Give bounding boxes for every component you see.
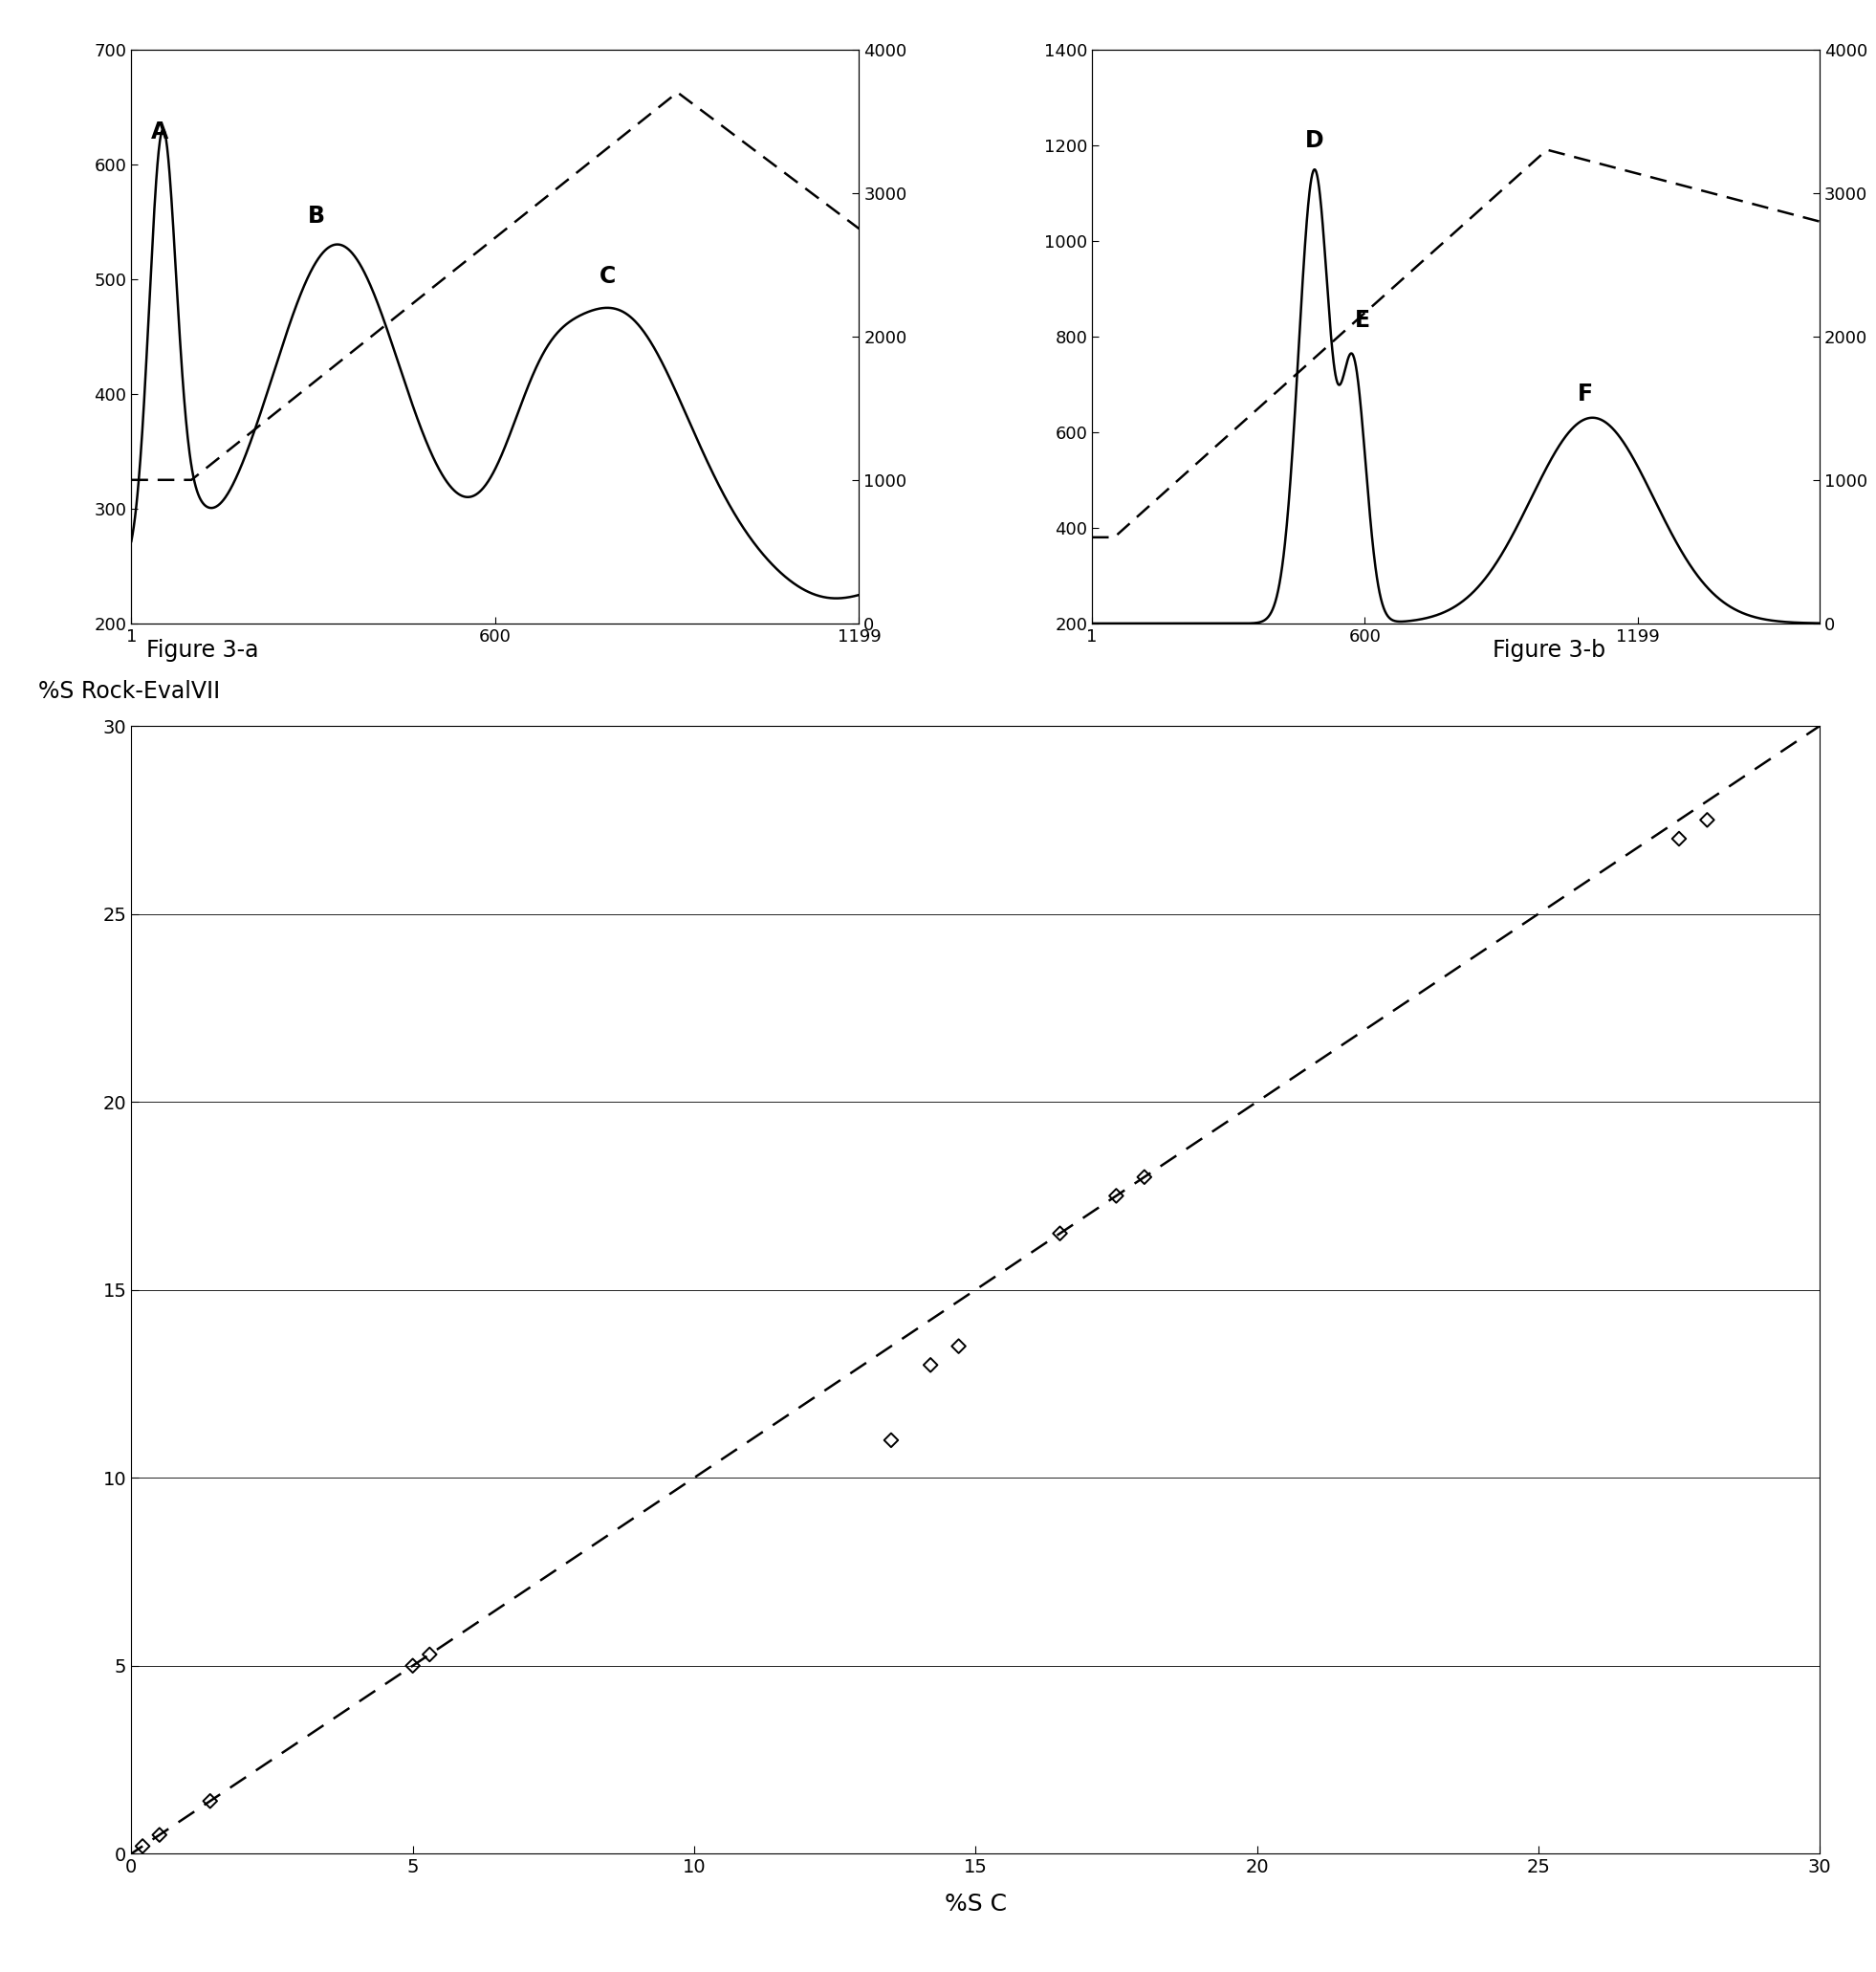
Text: Figure 3-b: Figure 3-b [1491,639,1606,663]
Point [144,1818,174,1850]
Point [944,1331,974,1363]
Point [915,1349,946,1380]
Text: A: A [152,120,169,144]
Text: Figure 3-a: Figure 3-a [146,639,259,663]
Point [128,1830,158,1862]
Text: %S Rock-EvalVII: %S Rock-EvalVII [39,680,219,704]
Point [398,1651,428,1682]
Point [1664,822,1694,854]
Text: F: F [1578,383,1593,406]
Point [195,1785,225,1816]
Text: C: C [598,264,615,288]
Text: D: D [1306,130,1324,152]
Point [1101,1179,1131,1211]
X-axis label: %S C: %S C [944,1893,1007,1915]
Point [1692,805,1722,836]
Point [876,1424,906,1455]
Point [1129,1162,1159,1193]
Point [1045,1217,1075,1248]
Text: E: E [1354,310,1369,331]
Text: B: B [308,205,325,227]
Point [415,1639,445,1670]
